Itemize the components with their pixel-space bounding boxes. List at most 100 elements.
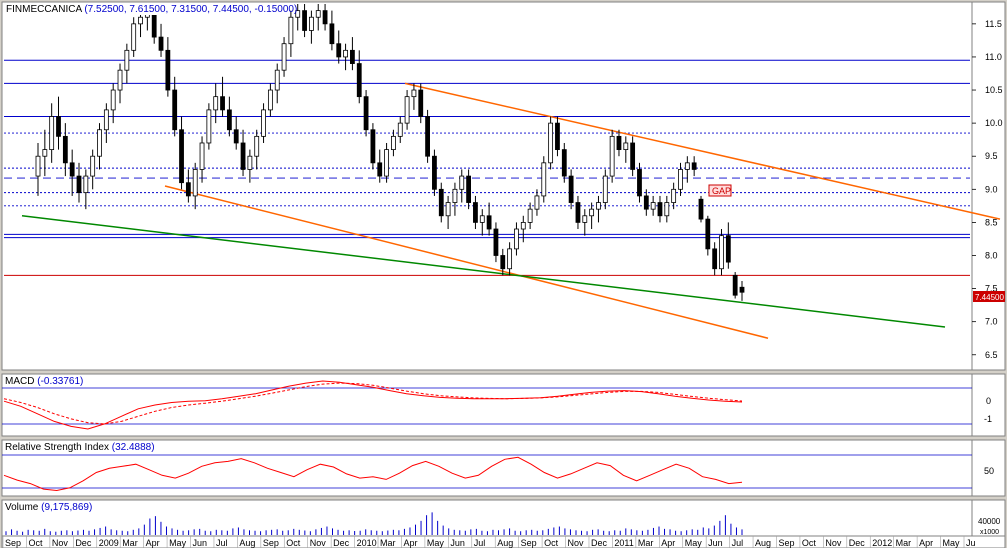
rsi-axis xyxy=(971,439,1006,497)
candle-body-82 xyxy=(596,202,601,210)
candle-body-11 xyxy=(110,89,116,111)
volume-unit: x1000 xyxy=(980,529,999,536)
candle-body-9 xyxy=(97,129,102,157)
month-label-26: 2011 xyxy=(614,538,633,548)
month-label-40: May xyxy=(943,538,961,548)
candle-body-99 xyxy=(712,248,718,270)
candle-body-78 xyxy=(568,175,574,203)
price-axis xyxy=(971,1,1006,371)
candlestick-series xyxy=(35,4,745,301)
macd-axis xyxy=(971,373,1006,437)
rsi-tick-50: 50 xyxy=(984,466,994,476)
month-label-0: Sep xyxy=(5,538,21,548)
rsi-line xyxy=(3,456,743,492)
candle-body-91 xyxy=(657,202,663,217)
price-tick-label-1: 11.0 xyxy=(985,52,1002,62)
candle-body-33 xyxy=(261,109,266,137)
last-price-label: 7.44500 xyxy=(975,293,1004,302)
candle-body-41 xyxy=(315,10,321,18)
volume-axis xyxy=(971,499,1006,537)
trendlines xyxy=(21,82,1001,339)
macd-tick-0: 0 xyxy=(986,396,991,406)
candle-body-72 xyxy=(527,208,533,223)
month-label-1: Oct xyxy=(28,538,43,548)
candle-body-90 xyxy=(650,202,656,210)
macd-panel xyxy=(1,373,973,437)
horizontal-levels xyxy=(4,59,970,276)
candle-body-21 xyxy=(179,129,184,184)
candle-body-56 xyxy=(418,89,424,117)
candle-body-87 xyxy=(630,142,636,170)
candle-body-89 xyxy=(643,195,649,210)
candle-body-70 xyxy=(514,228,519,250)
candle-body-85 xyxy=(616,135,622,150)
rsi-label: Relative Strength Index xyxy=(5,442,109,453)
candle-body-66 xyxy=(486,215,492,230)
gap-badge xyxy=(708,184,732,197)
candle-body-13 xyxy=(124,49,130,71)
trendline-0 xyxy=(404,82,1001,220)
candle-body-100 xyxy=(719,235,724,270)
month-label-37: 2012 xyxy=(872,538,892,548)
candle-body-97 xyxy=(698,198,704,220)
month-label-39: Apr xyxy=(919,538,933,548)
candle-body-51 xyxy=(384,149,389,177)
macd-value: (-0.33761) xyxy=(37,376,83,387)
candle-body-98 xyxy=(705,218,711,250)
volume-label: Volume xyxy=(5,502,39,513)
candle-body-96 xyxy=(691,162,697,170)
month-label-35: Nov xyxy=(825,538,842,548)
candle-body-4 xyxy=(62,135,68,164)
chart-title: FINMECCANICA (7.52500, 7.61500, 7.31500,… xyxy=(6,4,297,15)
candle-body-86 xyxy=(623,142,629,150)
price-tick-label-9: 7.0 xyxy=(985,317,998,327)
volume-bars xyxy=(5,512,743,535)
candle-body-52 xyxy=(391,135,396,150)
price-tick-label-4: 9.5 xyxy=(985,151,998,161)
volume-title: Volume (9,175,869) xyxy=(5,502,92,513)
candle-body-2 xyxy=(49,116,55,151)
candle-body-38 xyxy=(295,10,301,18)
volume-panel xyxy=(1,499,973,537)
candle-body-75 xyxy=(548,122,554,164)
month-label-17: Apr xyxy=(403,538,417,548)
candle-body-92 xyxy=(664,202,670,217)
month-label-36: Dec xyxy=(849,538,866,548)
volume-title-bg xyxy=(3,501,88,513)
candle-body-26 xyxy=(213,96,219,111)
month-label-2: Nov xyxy=(52,538,69,548)
candle-body-88 xyxy=(637,169,642,197)
title-bg xyxy=(5,3,245,15)
month-label-23: Oct xyxy=(544,538,559,548)
macd-label: MACD xyxy=(5,376,34,387)
candle-body-44 xyxy=(336,43,342,58)
month-label-4: 2009 xyxy=(99,538,119,548)
candle-body-43 xyxy=(329,23,335,45)
candle-body-6 xyxy=(76,175,82,194)
candle-body-18 xyxy=(158,36,164,51)
candle-body-102 xyxy=(732,274,738,296)
candle-body-54 xyxy=(404,96,410,124)
candle-body-93 xyxy=(671,188,677,203)
month-label-34: Oct xyxy=(802,538,817,548)
candle-body-101 xyxy=(725,235,731,263)
price-tick-label-3: 10.0 xyxy=(985,118,1003,128)
price-tick-label-8: 7.5 xyxy=(985,284,998,294)
candle-body-46 xyxy=(350,49,355,64)
month-label-6: Apr xyxy=(146,538,160,548)
time-axis xyxy=(1,535,1006,548)
candle-body-49 xyxy=(370,129,376,164)
month-labels: Sep Oct Nov Dec 2009 Mar Apr May Jun Jul Aug Sep Oct… xyxy=(2,536,976,548)
macd-title-bg xyxy=(3,375,88,387)
month-label-41: Ju xyxy=(966,538,976,548)
price-tick-label-10: 6.5 xyxy=(985,350,998,360)
month-label-29: May xyxy=(685,538,703,548)
candle-body-10 xyxy=(103,109,109,131)
month-label-18: May xyxy=(427,538,445,548)
candle-body-0 xyxy=(35,155,41,177)
macd-tick-1: -1 xyxy=(984,414,992,424)
candle-body-67 xyxy=(493,228,499,256)
macd-title: MACD (-0.33761) xyxy=(5,376,83,387)
candle-body-76 xyxy=(555,122,560,151)
